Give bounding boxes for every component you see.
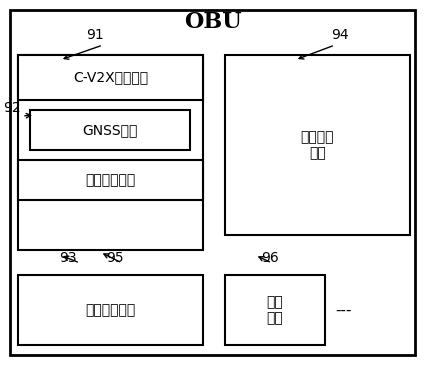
Text: 91: 91 (86, 28, 104, 42)
Text: 94: 94 (331, 28, 349, 42)
Bar (225, 55, 410, 235)
Text: 93: 93 (59, 251, 77, 265)
Text: 语音
单元: 语音 单元 (266, 295, 283, 325)
Bar (18, 275, 203, 345)
Text: ---: --- (335, 303, 351, 317)
Text: 其他传感模块: 其他传感模块 (85, 173, 136, 187)
Text: 显示触控
单元: 显示触控 单元 (301, 130, 334, 160)
Text: 92: 92 (3, 101, 21, 115)
Bar (18, 160, 203, 200)
Text: GNSS模块: GNSS模块 (82, 123, 138, 137)
Bar (18, 55, 203, 100)
Bar (18, 55, 203, 250)
Bar (225, 275, 325, 345)
Text: 96: 96 (261, 251, 279, 265)
Text: 95: 95 (106, 251, 124, 265)
Text: C-V2X通信单元: C-V2X通信单元 (73, 71, 148, 84)
Text: 信息处理单元: 信息处理单元 (85, 303, 136, 317)
Text: OBU: OBU (184, 11, 241, 33)
Bar (30, 110, 190, 150)
